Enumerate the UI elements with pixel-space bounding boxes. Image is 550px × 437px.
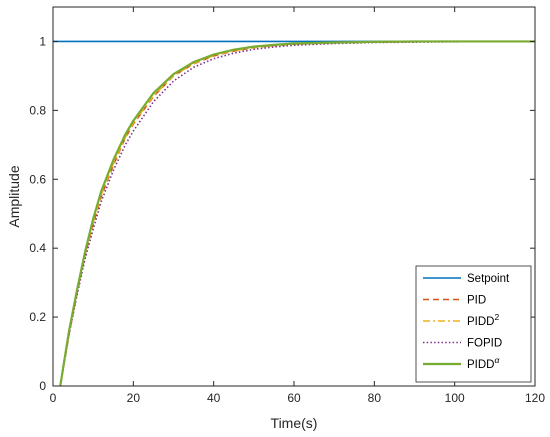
x-tick-label: 40 — [207, 391, 221, 405]
legend-label-pidd-alpha: PIDDα — [467, 355, 500, 371]
x-tick-label: 20 — [127, 391, 141, 405]
y-tick-label: 0 — [39, 379, 46, 393]
legend-box — [415, 265, 532, 383]
x-axis-label: Time(s) — [271, 415, 318, 431]
y-tick-label: 0.2 — [29, 310, 46, 324]
x-tick-label: 0 — [50, 391, 57, 405]
legend-label-setpoint: Setpoint — [467, 273, 510, 285]
legend-label-pid: PID — [467, 295, 486, 307]
y-axis-label: Amplitude — [6, 165, 22, 227]
y-tick-label: 0.6 — [29, 172, 46, 186]
x-tick-label: 60 — [287, 391, 301, 405]
legend-label-pidd-2: PIDD2 — [467, 312, 499, 328]
y-tick-label: 0.8 — [29, 103, 46, 117]
x-tick-label: 120 — [525, 391, 545, 405]
y-tick-label: 1 — [39, 34, 46, 48]
x-tick-label: 100 — [445, 391, 465, 405]
legend-label-fopid: FOPID — [467, 338, 502, 350]
series-line-pidd-alpha — [59, 40, 535, 387]
x-tick-label: 80 — [368, 391, 382, 405]
y-tick-label: 0.4 — [29, 241, 46, 255]
